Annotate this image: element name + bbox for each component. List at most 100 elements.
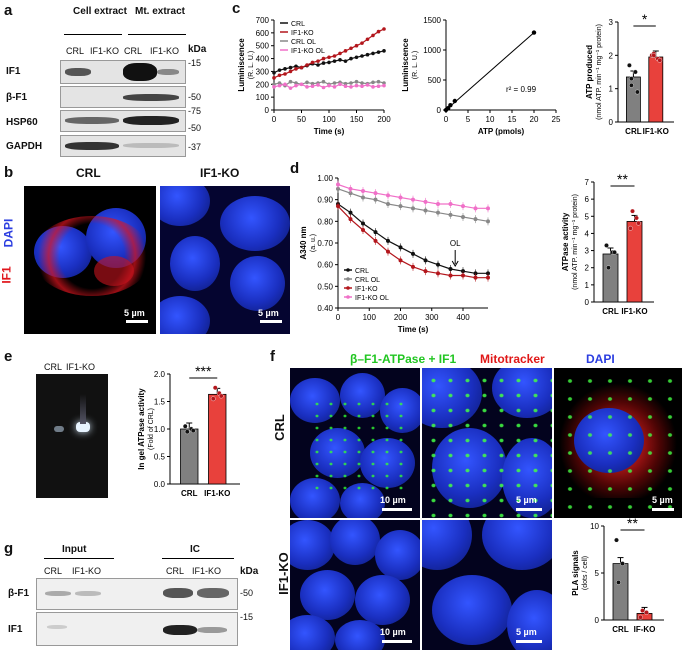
chart-f-pla: 0 5 10 PLA signals (dots / cell) CRL IF-KO **	[571, 515, 664, 634]
data-point	[461, 269, 465, 274]
y-tick-label: 5	[595, 569, 600, 578]
data-point	[210, 396, 216, 402]
data-point	[628, 225, 633, 231]
data-point	[182, 423, 188, 429]
data-point	[360, 84, 364, 89]
lane-label: IF1-KO	[192, 566, 222, 576]
data-point	[288, 65, 293, 70]
data-point	[436, 262, 440, 267]
data-point	[629, 82, 634, 88]
data-point	[343, 49, 348, 53]
data-point	[436, 210, 440, 215]
data-point	[373, 191, 378, 196]
x-axis-label: Time (s)	[314, 127, 345, 136]
panel-label-a: a	[4, 2, 13, 19]
data-point	[376, 84, 381, 89]
legend-label: IF1-KO	[291, 30, 314, 37]
data-point	[634, 215, 639, 221]
y-tick-label: 7	[585, 178, 590, 187]
data-point	[436, 202, 440, 206]
y-tick-label: 0.80	[317, 217, 333, 226]
data-point	[361, 221, 365, 226]
blot-row-label: GAPDH	[6, 141, 43, 152]
data-point	[338, 82, 342, 87]
data-point	[283, 67, 287, 71]
column-label-crl: CRL	[76, 166, 101, 180]
y-tick-label: 1	[609, 85, 614, 94]
data-point	[448, 103, 453, 108]
title-pla: β–F1-ATPase + IF1	[350, 352, 457, 366]
blot-row-label: β-F1	[8, 588, 30, 599]
x-tick-label: IF-KO	[634, 625, 656, 634]
bar	[648, 56, 664, 123]
kda-marker: -75	[188, 106, 202, 116]
kda-marker: -15	[240, 612, 254, 622]
data-point	[272, 70, 276, 75]
data-point	[411, 197, 415, 202]
data-point	[361, 195, 365, 200]
data-point	[423, 208, 428, 213]
y-tick-label: 0.40	[317, 304, 333, 313]
data-point	[336, 186, 340, 191]
data-point	[327, 55, 331, 60]
data-point	[371, 85, 375, 89]
legend-label: CRL	[355, 268, 369, 275]
y-tick-label: 1500	[423, 16, 441, 25]
scale-bar-label: 10 µm	[380, 495, 406, 505]
data-point	[283, 82, 287, 87]
group-mt-extract: Mt. extract	[134, 6, 185, 17]
scale-bar-label: 5 µm	[516, 495, 537, 505]
data-point	[448, 212, 453, 217]
data-point	[373, 238, 378, 243]
x-tick-label: 0	[272, 115, 277, 124]
x-tick-label: 200	[394, 313, 408, 322]
group-underline-ic	[162, 558, 234, 559]
y-tick-label: 10	[590, 522, 599, 531]
kda-marker: -37	[188, 142, 202, 152]
data-point	[343, 84, 348, 89]
data-point	[354, 79, 359, 84]
data-point	[486, 206, 490, 211]
y-tick-label: 0.50	[317, 282, 333, 291]
r-squared-label: r² = 0.99	[506, 85, 537, 94]
panel-label-b: b	[4, 164, 14, 181]
bar	[208, 393, 227, 485]
significance-label: *	[642, 11, 648, 27]
panel-label-c: c	[232, 0, 241, 17]
data-point	[620, 561, 625, 566]
bar	[612, 563, 629, 621]
micro-b-crl: 5 µm	[24, 186, 156, 334]
x-tick-label: IF1-KO	[204, 489, 230, 498]
blot-if1	[60, 60, 186, 84]
data-point	[423, 258, 428, 263]
x-axis-label: Time (s)	[398, 325, 429, 334]
x-tick-label: IF1-KO	[643, 127, 669, 136]
data-point	[398, 258, 403, 263]
data-point	[354, 55, 359, 60]
lane-label: CRL	[44, 566, 63, 576]
x-tick-label: 5	[466, 115, 471, 124]
data-point	[398, 195, 403, 200]
data-point	[411, 264, 415, 269]
y-tick-label: 1000	[423, 46, 441, 55]
significance-label: **	[617, 171, 628, 187]
y-tick-label: 1.0	[154, 425, 166, 434]
data-point	[272, 82, 276, 87]
group-underline-1	[64, 34, 122, 35]
data-point	[365, 83, 370, 87]
chart-c-atp-standard: 0 500 1000 1500 0 5 10 15 20 25 Luminiscence (R. L.…	[401, 16, 561, 136]
data-point	[354, 83, 359, 88]
y-tick-label: 0	[595, 616, 600, 625]
data-point	[436, 271, 440, 276]
data-point	[338, 58, 342, 62]
bar	[602, 253, 619, 303]
kda-marker: -50	[188, 123, 202, 133]
kda-label: kDa	[240, 566, 259, 577]
panel-label-f: f	[270, 348, 275, 365]
data-point	[486, 275, 490, 280]
data-point	[371, 33, 375, 38]
y-tick-label: 0.0	[154, 480, 166, 489]
y-axis-label: ATPase activity	[561, 212, 570, 271]
y-axis-unit: (dots / cell)	[582, 556, 589, 590]
data-point	[332, 81, 337, 85]
